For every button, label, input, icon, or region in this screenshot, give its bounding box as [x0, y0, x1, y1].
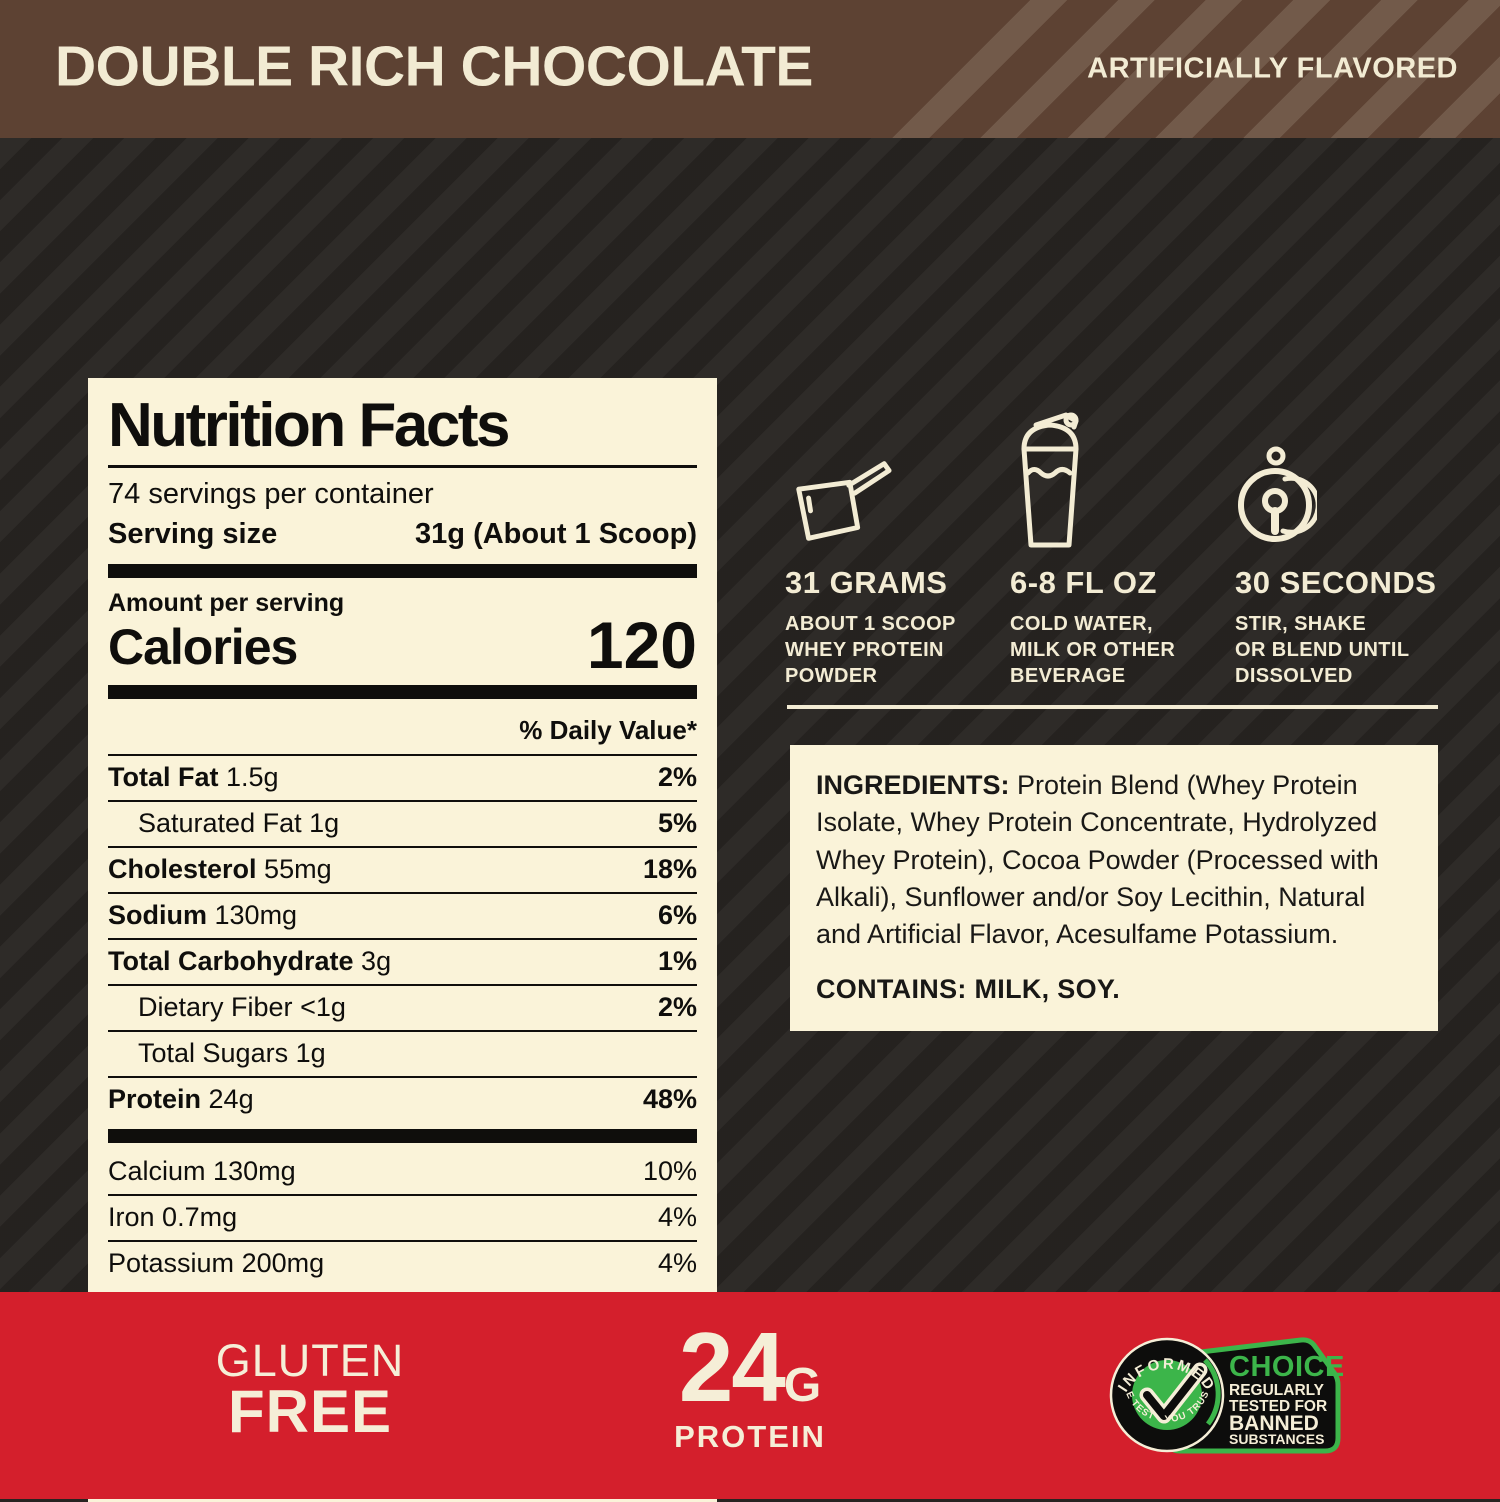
gluten-line: GLUTEN	[215, 1335, 405, 1386]
step-description: ABOUT 1 SCOOP WHEY PROTEIN POWDER	[785, 613, 956, 687]
nutrient-label: Calcium	[108, 1155, 206, 1186]
directions-divider	[787, 705, 1438, 709]
nutrient-dv: 10%	[642, 1155, 697, 1186]
calories-label: Calories	[108, 618, 298, 675]
serving-size-label: Serving size	[108, 517, 278, 550]
ingredients-paragraph: INGREDIENTS: Protein Blend (Whey Protein…	[816, 767, 1412, 953]
nutrient-dv: 6%	[657, 899, 697, 930]
ingredients-text: Protein Blend (Whey Protein Isolate, Whe…	[816, 770, 1379, 949]
nutrient-label: Total Carbohydrate	[108, 945, 354, 976]
nutrient-dv: 2%	[657, 761, 697, 792]
badge-tested-for-text: TESTED FOR	[1229, 1398, 1327, 1415]
nutrient-row-saturated-fat: Saturated Fat 1g 5%	[108, 802, 697, 848]
nutrient-row-dietary-fiber: Dietary Fiber <1g 2%	[108, 986, 697, 1032]
nutrient-amount: 55mg	[264, 853, 332, 884]
protein-claim: 24G PROTEIN	[655, 1318, 845, 1455]
step-title: 6-8 FL OZ	[1010, 565, 1157, 600]
step-description: COLD WATER, MILK OR OTHER BEVERAGE	[1010, 613, 1176, 687]
protein-label: PROTEIN	[674, 1419, 826, 1454]
nutrient-label: Saturated Fat	[138, 807, 302, 838]
nutrient-row-total-sugars: Total Sugars 1g	[108, 1032, 697, 1078]
nutrient-amount: 0.7mg	[162, 1201, 238, 1232]
ingredients-box: INGREDIENTS: Protein Blend (Whey Protein…	[790, 745, 1438, 1031]
thick-bar	[108, 563, 697, 578]
informed-choice-seal-icon: INFORMED WE TEST · YOU TRUST CHOICE REGU…	[1100, 1324, 1344, 1454]
protein-unit: G	[783, 1359, 822, 1412]
daily-value-header: % Daily Value*	[108, 706, 697, 756]
ingredients-label: INGREDIENTS:	[816, 770, 1010, 800]
direction-step-scoop: 31 GRAMS ABOUT 1 SCOOP WHEY PROTEIN POWD…	[785, 403, 1005, 689]
serving-size-value: 31g (About 1 Scoop)	[415, 517, 697, 550]
nutrient-amount: 1g	[309, 807, 340, 838]
nutrient-row-protein: Protein 24g 48%	[108, 1078, 697, 1122]
amount-per-serving-label: Amount per serving	[108, 588, 345, 617]
nutrient-label: Potassium	[108, 1247, 235, 1278]
badge-regularly-text: REGULARLY	[1229, 1382, 1325, 1399]
contains-statement: CONTAINS: MILK, SOY.	[816, 974, 1121, 1005]
calories-value: 120	[586, 607, 697, 682]
gluten-free-claim: GLUTEN FREE	[205, 1335, 415, 1445]
flavor-header: DOUBLE RICH CHOCOLATE ARTIFICIALLY FLAVO…	[0, 0, 1500, 138]
badge-choice-text: CHOICE	[1229, 1351, 1343, 1383]
footer-band: GLUTEN FREE 24G PROTEIN	[0, 1292, 1500, 1499]
nutrient-amount: 130mg	[213, 1155, 296, 1186]
nutrient-label: Sodium	[108, 899, 207, 930]
nutrient-dv: 4%	[657, 1247, 697, 1278]
nutrient-dv: 1%	[657, 945, 697, 976]
protein-grams: 24	[678, 1312, 786, 1422]
nutrient-row-cholesterol: Cholesterol 55mg 18%	[108, 848, 697, 894]
nutrient-label: Iron	[108, 1201, 155, 1232]
scoop-icon	[796, 461, 892, 541]
free-line: FREE	[227, 1378, 393, 1445]
calories-row: Calories 120	[108, 607, 697, 682]
main-section: Nutrition Facts 74 servings per containe…	[0, 138, 1500, 1502]
nutrient-dv: 5%	[657, 807, 697, 838]
nutrient-amount: <1g	[300, 991, 346, 1022]
timer-icon	[1238, 446, 1317, 542]
badge-substances-text: SUBSTANCES	[1229, 1431, 1324, 1447]
nutrient-label: Cholesterol	[108, 853, 257, 884]
nutrient-label: Total Sugars	[138, 1037, 289, 1068]
nutrient-row-total-fat: Total Fat 1.5g 2%	[108, 756, 697, 802]
nutrient-label: Total Fat	[108, 761, 219, 792]
direction-step-shaker: 6-8 FL OZ COLD WATER, MILK OR OTHER BEVE…	[1010, 403, 1230, 689]
artificially-flavored-note: ARTIFICIALLY FLAVORED	[1087, 52, 1458, 85]
thick-bar	[108, 1128, 697, 1143]
badge-banned-text: BANNED	[1229, 1412, 1319, 1435]
thick-bar	[108, 684, 697, 699]
serving-size-row: Serving size 31g (About 1 Scoop)	[108, 514, 697, 557]
shaker-icon	[1021, 412, 1079, 548]
nutrient-amount: 1g	[295, 1037, 326, 1068]
nutrient-dv: 4%	[657, 1201, 697, 1232]
mineral-row-potassium: Potassium 200mg 4%	[108, 1242, 697, 1286]
nutrient-dv: 48%	[642, 1083, 697, 1114]
nutrient-amount: 1.5g	[226, 761, 279, 792]
informed-choice-badge: INFORMED WE TEST · YOU TRUST CHOICE REGU…	[1100, 1324, 1344, 1463]
nutrition-facts-title: Nutrition Facts	[108, 391, 510, 460]
flavor-title: DOUBLE RICH CHOCOLATE	[55, 34, 813, 99]
step-title: 31 GRAMS	[785, 565, 948, 600]
nutrient-label: Protein	[108, 1083, 202, 1114]
direction-step-timer: 30 SECONDS STIR, SHAKE OR BLEND UNTIL DI…	[1235, 403, 1455, 689]
nutrient-dv: 18%	[642, 853, 697, 884]
mineral-row-iron: Iron 0.7mg 4%	[108, 1196, 697, 1242]
nutrient-amount: 130mg	[214, 899, 298, 930]
nutrient-row-sodium: Sodium 130mg 6%	[108, 894, 697, 940]
nutrient-row-total-carbohydrate: Total Carbohydrate 3g 1%	[108, 940, 697, 986]
divider	[108, 465, 697, 469]
mineral-row-calcium: Calcium 130mg 10%	[108, 1150, 697, 1196]
nutrient-amount: 200mg	[241, 1247, 325, 1278]
nutrient-amount: 3g	[361, 945, 392, 976]
step-description: STIR, SHAKE OR BLEND UNTIL DISSOLVED	[1235, 613, 1410, 687]
step-title: 30 SECONDS	[1235, 565, 1437, 600]
servings-per-container: 74 servings per container	[108, 478, 434, 511]
nutrient-label: Dietary Fiber	[138, 991, 293, 1022]
nutrient-dv: 2%	[657, 991, 697, 1022]
nutrient-amount: 24g	[208, 1083, 254, 1114]
